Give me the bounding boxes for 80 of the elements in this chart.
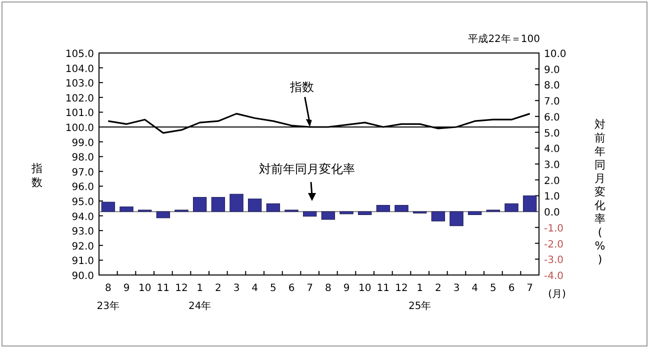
bar <box>376 204 390 212</box>
y-tick-label: 99.0 <box>72 138 94 149</box>
y-tick-label: 95.0 <box>72 197 94 208</box>
x-tick-label: 6 <box>288 283 295 294</box>
y-tick-label: 98.0 <box>72 152 94 164</box>
y2-tick-label: 9.0 <box>544 64 560 76</box>
bar <box>302 211 317 217</box>
x-tick-label: 8 <box>324 283 332 294</box>
y-tick-label: 92.0 <box>72 241 94 252</box>
x-tick-label: 10 <box>358 283 372 294</box>
y-tick-label: 90.0 <box>72 271 94 282</box>
y-tick-label: 93.0 <box>72 226 94 238</box>
bar <box>211 197 226 212</box>
y2-tick-label: 5.0 <box>544 128 560 140</box>
y2-tick-label: -4.0 <box>544 271 564 282</box>
x-axis-title: (月) <box>548 289 566 300</box>
x-tick-label: 2 <box>214 283 222 294</box>
bar <box>468 211 482 215</box>
x-tick-label: 10 <box>138 283 152 294</box>
x-tick-label: 4 <box>472 283 478 294</box>
bar <box>101 202 116 212</box>
bar <box>248 198 262 212</box>
x-tick-label: 3 <box>233 283 240 294</box>
y2-tick-label: 8.0 <box>544 80 560 92</box>
x-tick-label: 7 <box>526 283 534 294</box>
bar <box>450 211 464 226</box>
y-tick-label: 97.0 <box>72 167 94 178</box>
x-tick-label: 2 <box>434 283 442 294</box>
y-tick-label: 94.0 <box>72 212 94 223</box>
x-tick-label: 7 <box>306 283 314 294</box>
annotation: 指数 <box>288 80 314 94</box>
y2-tick-label: 2.0 <box>544 176 560 187</box>
x-tick-label: 11 <box>376 283 390 294</box>
x-tick-label: 12 <box>175 283 188 294</box>
y2-tick-label: -2.0 <box>544 239 564 250</box>
x-tick-label: 11 <box>156 283 170 294</box>
bar <box>120 206 134 212</box>
y-tick-label: 102.0 <box>65 93 94 104</box>
bar <box>504 203 518 212</box>
x-tick-label: 5 <box>270 283 276 294</box>
bar <box>358 211 372 215</box>
bar <box>266 203 280 212</box>
y-tick-label: 105.0 <box>65 49 94 60</box>
x-tick-label: 8 23年 <box>96 283 120 312</box>
y-tick-label: 100.0 <box>65 123 94 134</box>
y2-tick-label: 4.0 <box>544 144 560 156</box>
y2-tick-label: 7.0 <box>544 96 560 108</box>
x-tick-label: 5 <box>490 283 496 294</box>
y2-tick-label: -3.0 <box>544 255 564 266</box>
x-tick-label: 1 25年 <box>408 283 432 312</box>
y2-tick-label: 3.0 <box>544 160 560 171</box>
chart-subtitle: 平成22年＝100 <box>468 33 540 45</box>
y2-tick-label: 10.0 <box>544 49 566 60</box>
x-tick-label: 9 <box>123 283 130 294</box>
x-tick-label: 3 <box>453 283 460 294</box>
y-tick-label: 101.0 <box>65 108 94 120</box>
y-tick-label: 103.0 <box>65 78 94 90</box>
x-tick-label: 1 24年 <box>188 283 212 312</box>
bar <box>192 197 207 212</box>
text: 対前年同月変化率(%) <box>594 118 606 266</box>
bar <box>340 211 354 214</box>
y-tick-label: 96.0 <box>72 182 94 194</box>
y2-tick-label: 0.0 <box>544 208 560 219</box>
y-tick-label: 104.0 <box>65 64 94 75</box>
x-tick-label: 6 <box>508 283 515 294</box>
y2-tick-label: 1.0 <box>544 192 560 203</box>
y-axis-title: 指数 <box>30 162 42 189</box>
x-tick-label: 4 <box>252 283 258 294</box>
bar <box>321 211 336 220</box>
y2-tick-label: -1.0 <box>544 223 564 234</box>
annotation: 対前年同月変化率 <box>259 162 355 176</box>
y-tick-label: 91.0 <box>72 256 94 268</box>
bar <box>522 195 537 212</box>
bar <box>230 194 244 212</box>
bar <box>394 204 408 212</box>
bar <box>156 211 170 218</box>
bar <box>431 211 446 222</box>
x-tick-label: 9 <box>343 283 350 294</box>
y2-tick-label: 6.0 <box>544 112 560 124</box>
x-tick-label: 12 <box>395 283 408 294</box>
